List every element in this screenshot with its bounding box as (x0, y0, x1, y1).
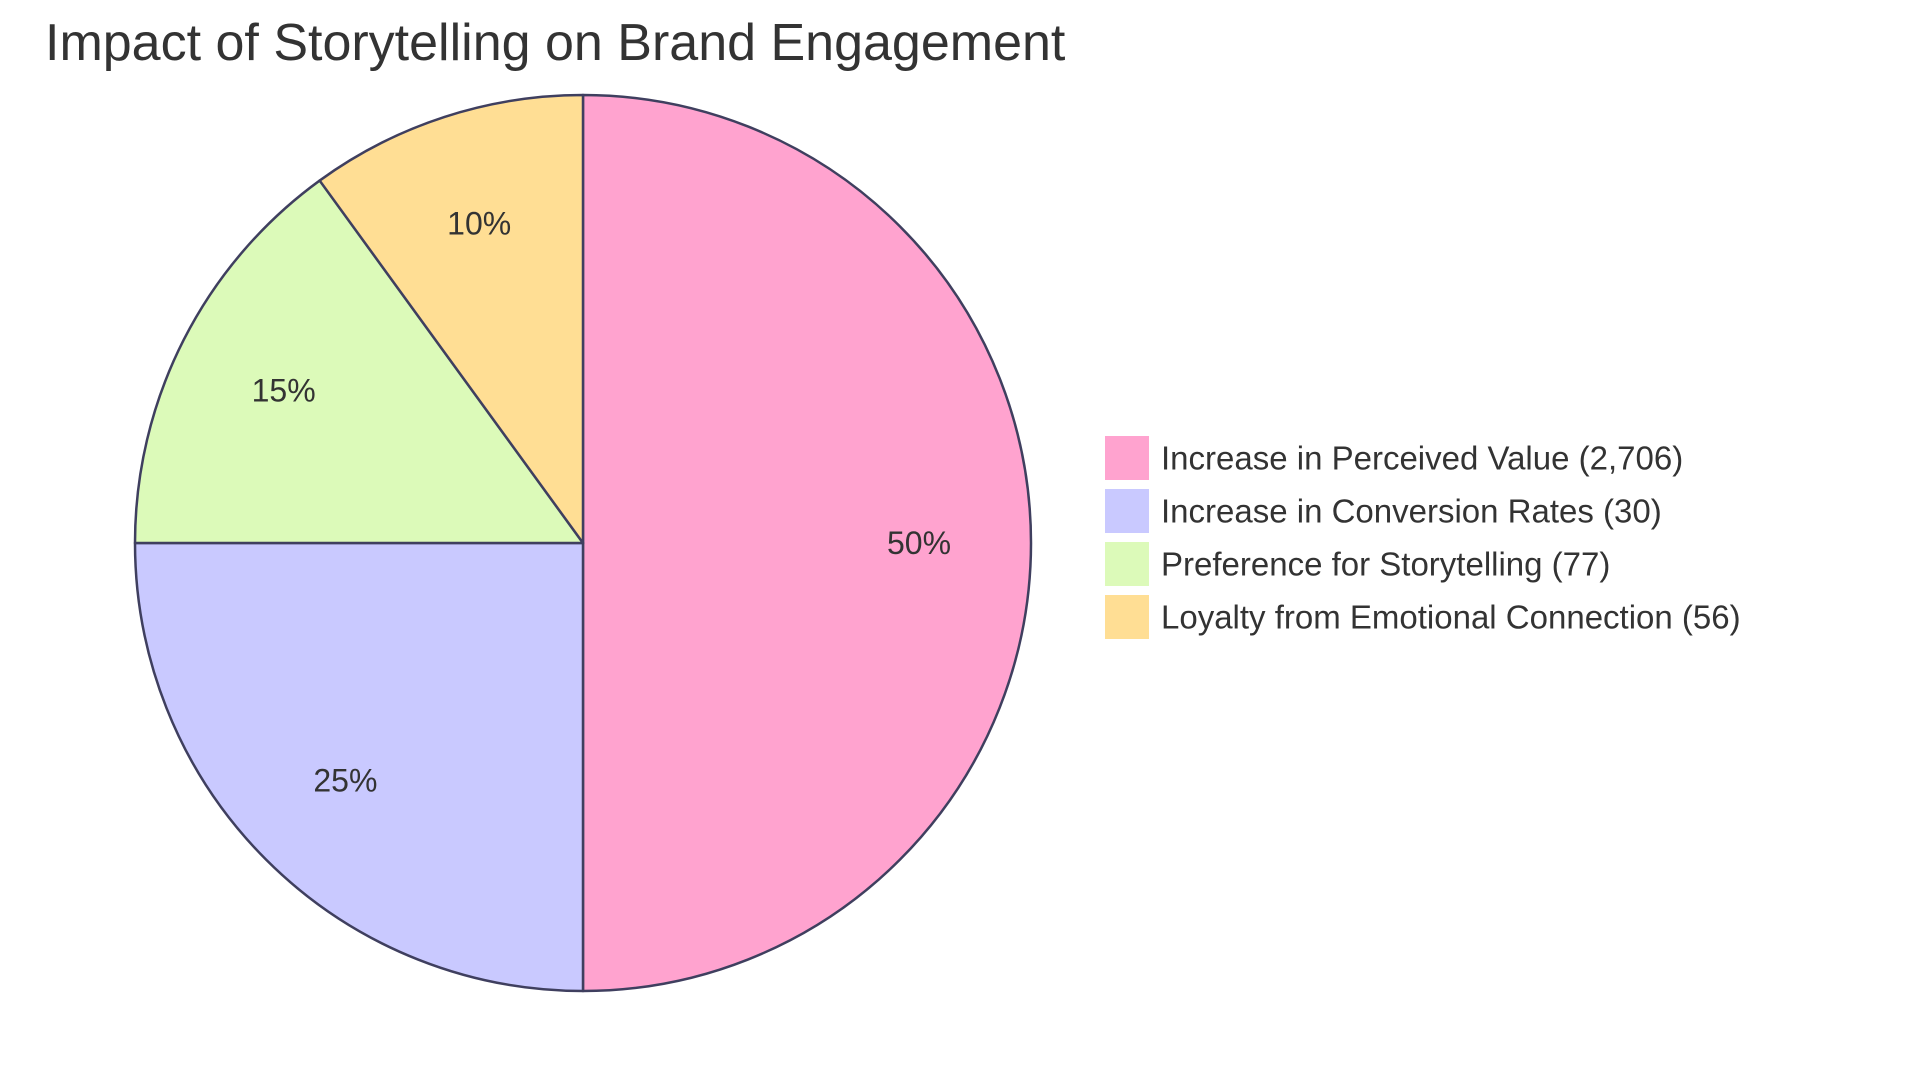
legend-entry: Loyalty from Emotional Connection (56) (1161, 599, 1741, 636)
slice-percent-label: 15% (252, 372, 316, 408)
legend-swatch (1105, 595, 1149, 639)
pie-slice (133, 541, 585, 993)
pie-slices (133, 93, 1033, 993)
legend-entry: Increase in Perceived Value (2,706) (1161, 440, 1683, 477)
pie-slice (581, 93, 1033, 993)
legend-swatch (1105, 489, 1149, 533)
legend: Increase in Perceived Value (2,706) Incre… (1105, 436, 1741, 639)
pie-slice (318, 93, 585, 545)
slice-percent-label: 25% (313, 763, 377, 799)
pie-slice (133, 179, 585, 545)
slice-percent-label: 50% (887, 525, 951, 561)
legend-swatch (1105, 542, 1149, 586)
legend-entry: Preference for Storytelling (77) (1161, 546, 1610, 583)
legend-entry: Increase in Conversion Rates (30) (1161, 493, 1662, 530)
slice-percent-label: 10% (447, 205, 511, 241)
chart-title: Impact of Storytelling on Brand Engageme… (45, 14, 1066, 72)
legend-swatch (1105, 436, 1149, 480)
pie-slice-labels: 50% 25% 15% 10% (252, 205, 951, 798)
